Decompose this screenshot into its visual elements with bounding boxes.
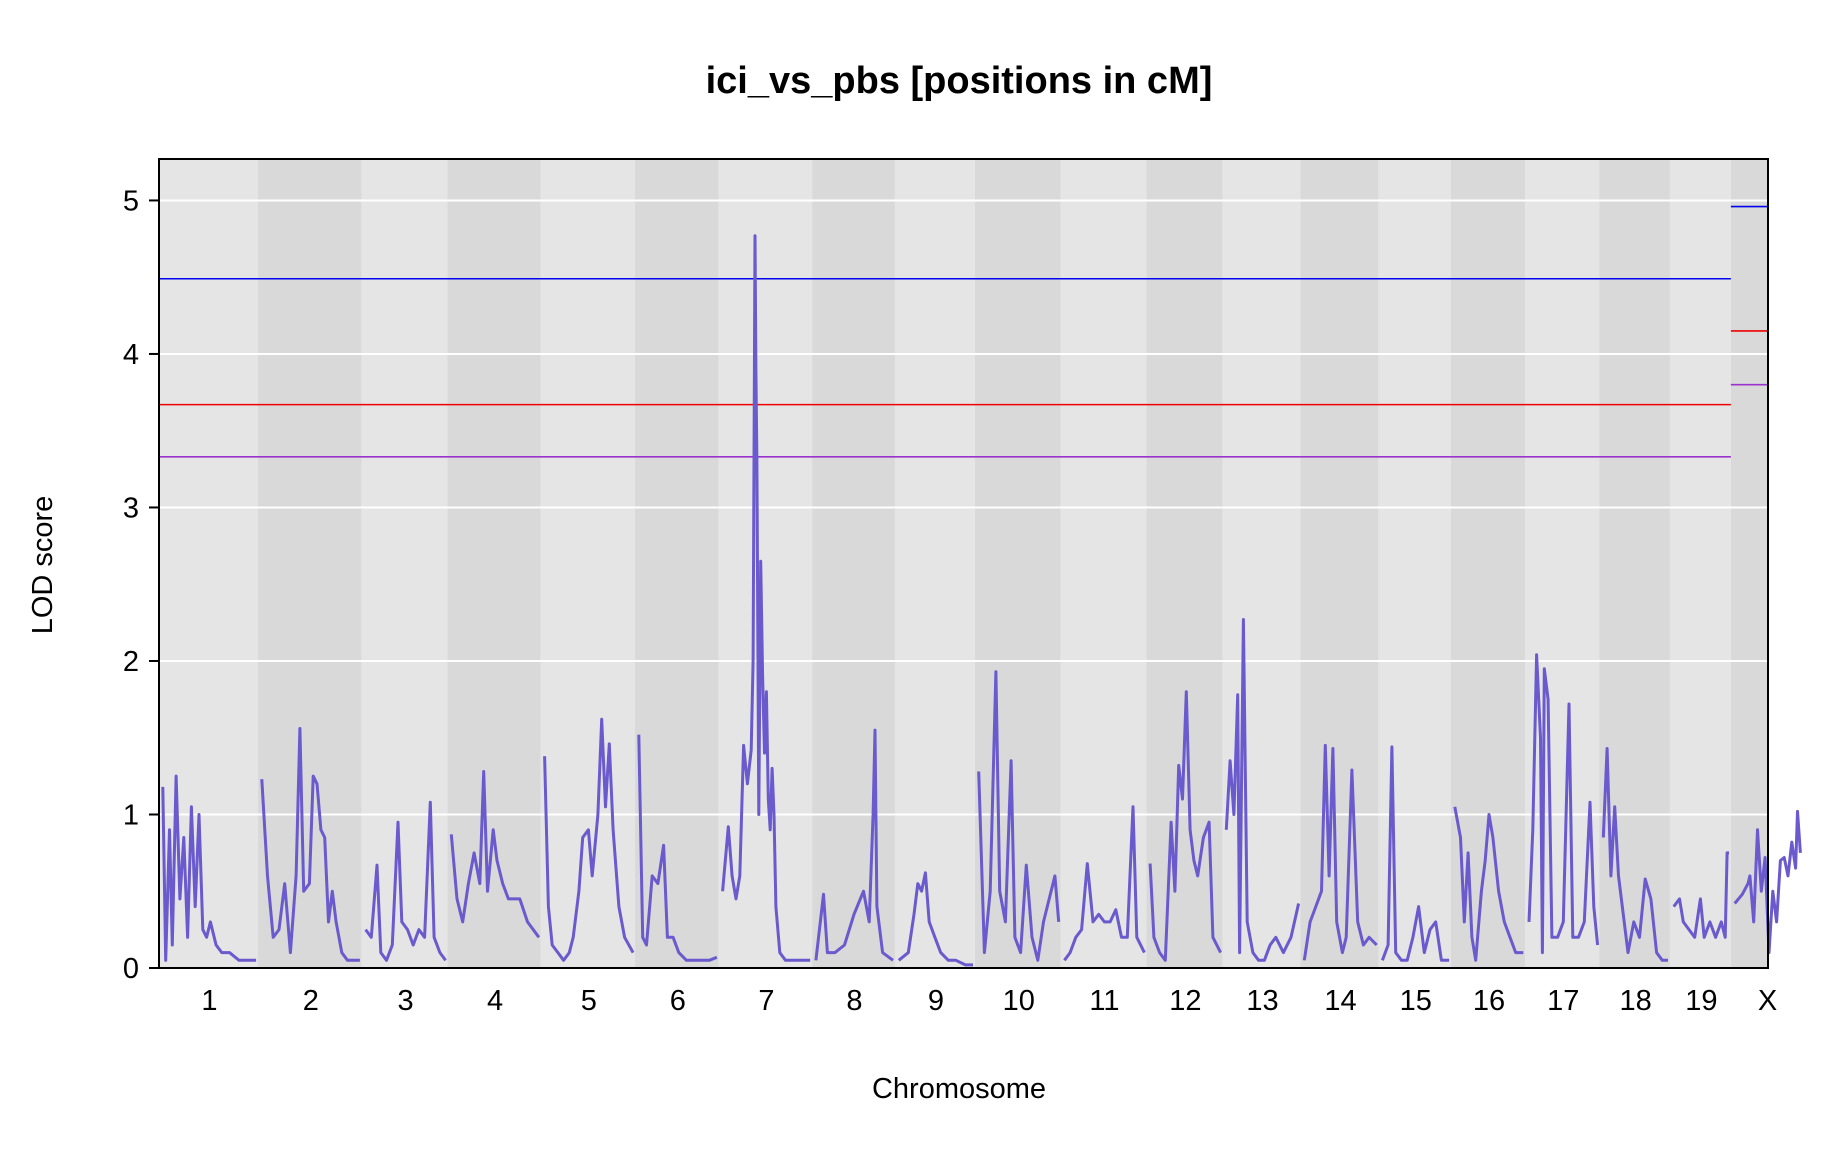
lod-line-chr-3 (364, 800, 447, 962)
y-tick-label-3: 3 (123, 492, 139, 524)
lod-line-chr-17 (1527, 653, 1600, 955)
x-tick-label-5: 5 (581, 985, 597, 1017)
lod-line-chr-15 (1380, 745, 1450, 962)
y-tick-label-0: 0 (123, 953, 139, 985)
x-tick-label-8: 8 (846, 985, 862, 1017)
lod-line-chr-8 (814, 728, 894, 962)
y-tick-label-4: 4 (123, 339, 139, 371)
x-tick-label-15: 15 (1400, 985, 1432, 1017)
lod-series (161, 234, 1802, 967)
x-tick-label-2: 2 (303, 985, 319, 1017)
x-tick-label-10: 10 (1003, 985, 1035, 1017)
chromosome-band-9 (894, 159, 975, 968)
lod-line-chr-12 (1148, 690, 1222, 962)
lod-line-chr-16 (1453, 806, 1524, 962)
chromosome-band-7 (718, 159, 813, 968)
chromosome-band-18 (1599, 159, 1670, 968)
lod-line-chr-10 (977, 670, 1061, 962)
x-tick-label-X: X (1758, 985, 1777, 1017)
x-tick-label-14: 14 (1324, 985, 1356, 1017)
x-tick-label-7: 7 (758, 985, 774, 1017)
x-tick-label-12: 12 (1169, 985, 1201, 1017)
chromosome-band-6 (635, 159, 719, 968)
lod-line-chr-19 (1672, 851, 1729, 939)
lod-line-chr-14 (1302, 743, 1378, 961)
lod-line-chr-6 (637, 734, 718, 962)
threshold-lines (159, 205, 1768, 458)
x-tick-label-9: 9 (928, 985, 944, 1017)
y-tick-label-2: 2 (123, 646, 139, 678)
x-tick-label-16: 16 (1473, 985, 1505, 1017)
chromosome-band-13 (1222, 159, 1301, 968)
lod-line-chr-4 (449, 770, 541, 939)
lod-line-chr-X (1733, 809, 1802, 955)
x-tick-label-17: 17 (1547, 985, 1579, 1017)
y-tick-label-1: 1 (123, 799, 139, 831)
x-axis-ticks: 1 2 3 4 5 6 7 8 9 10 11 12 13 14 15 16 17 18 19 X (201, 985, 1777, 1017)
x-tick-label-19: 19 (1685, 985, 1717, 1017)
x-tick-label-6: 6 (670, 985, 686, 1017)
x-tick-label-4: 4 (487, 985, 503, 1017)
lod-line-chr-9 (897, 871, 973, 967)
chromosome-band-X (1730, 159, 1768, 968)
x-tick-label-11: 11 (1089, 985, 1119, 1017)
lod-line-chr-11 (1063, 805, 1146, 962)
lod-line-chr-18 (1601, 747, 1668, 962)
chromosome-band-14 (1300, 159, 1379, 968)
chromosome-band-19 (1669, 159, 1731, 968)
plot-frame (158, 158, 1769, 969)
lod-line-chr-13 (1224, 618, 1301, 962)
lod-line-chr-5 (543, 717, 635, 962)
chromosome-band-5 (540, 159, 636, 968)
chromosome-band-8 (812, 159, 895, 968)
lod-line-chr-1 (161, 774, 257, 962)
y-tick-label-5: 5 (123, 185, 139, 217)
lod-line-chr-2 (260, 727, 360, 962)
y-axis-ticks: 0 1 2 3 4 5 (123, 185, 159, 985)
chromosome-band-3 (361, 159, 448, 968)
y-axis-label: LOD score (27, 496, 59, 635)
x-tick-label-3: 3 (398, 985, 414, 1017)
chart-title: ici_vs_pbs [positions in cM] (706, 60, 1213, 102)
x-tick-label-13: 13 (1246, 985, 1278, 1017)
x-tick-label-1: 1 (201, 985, 217, 1017)
chromosome-band-10 (974, 159, 1061, 968)
x-tick-label-18: 18 (1620, 985, 1652, 1017)
lod-line-chr-7 (721, 234, 811, 962)
x-axis-label: Chromosome (872, 1073, 1046, 1105)
